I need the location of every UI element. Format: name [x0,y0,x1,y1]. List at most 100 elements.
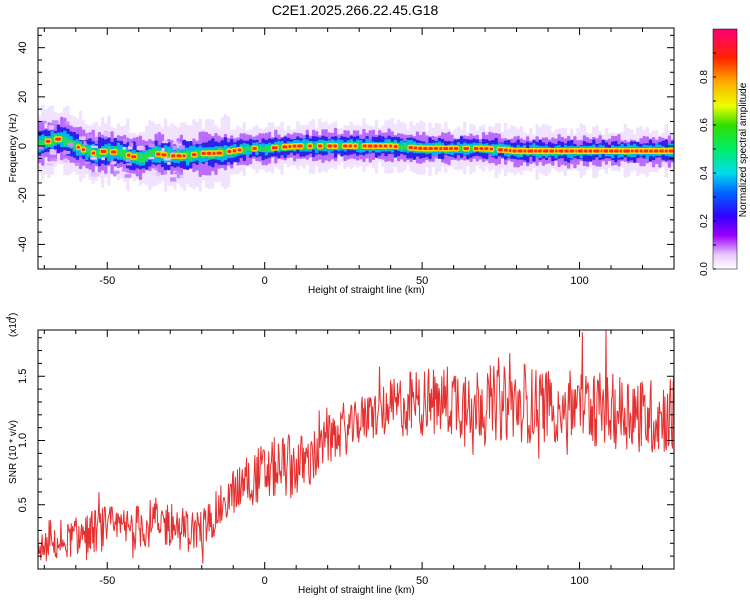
heatmap-peak [439,147,443,150]
heatmap-peak [327,144,333,148]
heatmap-speckle [103,131,111,137]
snr-panel: -50 0 50 100 0.5 1.0 1.5 Height of straight li… [6,313,675,596]
heatmap-cell [400,144,404,151]
heatmap-cell [50,137,54,146]
spectrogram-frame [37,27,675,270]
heatmap-cell [167,150,171,160]
heatmap-speckle [123,138,127,144]
heatmap-cell [141,153,146,163]
heatmap-cell [264,145,268,153]
snr-x-tick-label: 100 [570,575,588,587]
heatmap-peak [191,153,197,157]
heatmap-speckle [148,143,155,148]
heatmap-peaks [44,136,674,160]
heatmap-peak [473,147,479,150]
heatmap-cell [41,140,45,147]
snr-y-tick-label: 1.0 [17,433,29,448]
heatmap-peak [564,149,570,153]
heatmap-peak [308,144,312,148]
heatmap-cell [403,142,407,150]
heatmap-peak [227,150,232,154]
heatmap-peak [389,144,393,148]
snr-x-tick-label: -50 [99,575,115,587]
heatmap-speckle [136,145,144,151]
snr-series-line [38,330,674,564]
spectrogram-y-tick-label: -40 [17,236,29,252]
heatmap-cell [85,146,89,153]
heatmap-peak [292,144,298,148]
heatmap-peak [393,144,398,148]
heatmap-peak [91,151,96,155]
heatmap-cell [116,149,121,156]
heatmap-cell [107,146,111,154]
spectrogram-y-tick-label: 0 [17,143,29,149]
heatmap-speckle [79,136,86,141]
heatmap-peak [81,148,86,152]
heatmap-peak [333,144,338,148]
colorbar-tick-label: 0.6 [699,118,710,132]
heatmap-cell [145,151,149,160]
snr-x-axis-label: Height of straight line (km) [298,585,415,596]
heatmap-cell [72,140,76,147]
heatmap-speckle [164,170,168,175]
heatmap-peak [367,144,374,148]
heatmap-speckle [38,155,44,160]
snr-scale-annotation: (x10 4 ) [6,313,19,337]
spectrogram-y-axis-label: Frequency (Hz) [8,114,19,183]
heatmap-speckle [177,141,182,145]
heatmap-peak [161,153,167,157]
heatmap-speckle [148,156,155,160]
heatmap-peak [549,149,555,153]
heatmap-peak [288,145,292,149]
colorbar-tick-label: 0.4 [699,166,710,180]
heatmap-peak [630,149,635,153]
colorbar-tick-label: 0.0 [699,262,710,276]
snr-y-axis-label: SNR (10 * v/v) [8,420,19,484]
heatmap-peak [479,147,484,150]
heatmap-cell [245,146,250,151]
heatmap-cell [267,145,272,153]
heatmap-cell [258,145,262,152]
heatmap-speckle [124,174,132,178]
heatmap-peak [282,145,288,149]
heatmap-speckle [126,163,132,166]
heatmap-peak [569,149,575,153]
heatmap-peak [206,151,212,155]
heatmap-peak [443,147,449,150]
heatmap-speckle [67,142,74,147]
heatmap-peak [216,151,223,155]
snr-x-tick-label: 0 [262,575,268,587]
heatmap-speckle [176,174,180,179]
heatmap-peak [212,151,217,155]
spectrogram-x-tick-label: -50 [99,275,115,287]
heatmap-cell [151,149,155,157]
spectrogram-x-tick-label: 100 [570,275,588,287]
heatmap-speckle [174,171,180,175]
snr-axes: -50 0 50 100 0.5 1.0 1.5 [17,329,675,587]
heatmap-speckle [63,150,71,155]
heatmap-speckle [155,172,161,177]
heatmap-peak [353,144,357,148]
heatmap-peak [623,149,632,153]
heatmap-speckle [48,125,54,130]
heatmap-peak [423,147,429,150]
heatmap-speckle [94,137,99,141]
heatmap-peak [297,144,303,148]
heatmap-speckle [92,173,99,176]
heatmap-peak [131,155,137,159]
spectrogram-y-tick-label: -20 [17,187,29,203]
spectrogram-axes: -50 0 50 100 40 20 0 -20 -40 [17,27,675,287]
heatmap-speckle [122,147,127,150]
heatmap-peak [55,137,62,141]
heatmap-speckle [74,162,81,166]
heatmap-cell [148,150,152,159]
heatmap-peak [489,147,494,151]
heatmap-peak [45,139,51,143]
spectrogram-x-tick-label: 50 [416,275,428,287]
heatmap-peak [668,149,674,153]
snr-y-tick-label: 0.5 [17,497,29,512]
heatmap-peak [449,147,454,150]
colorbar-tick-label: 0.2 [699,214,710,228]
colorbar-axis: 0.0 0.2 0.4 0.6 0.8 [699,28,738,276]
spectrogram-x-axis-label: Height of straight line (km) [308,285,425,296]
